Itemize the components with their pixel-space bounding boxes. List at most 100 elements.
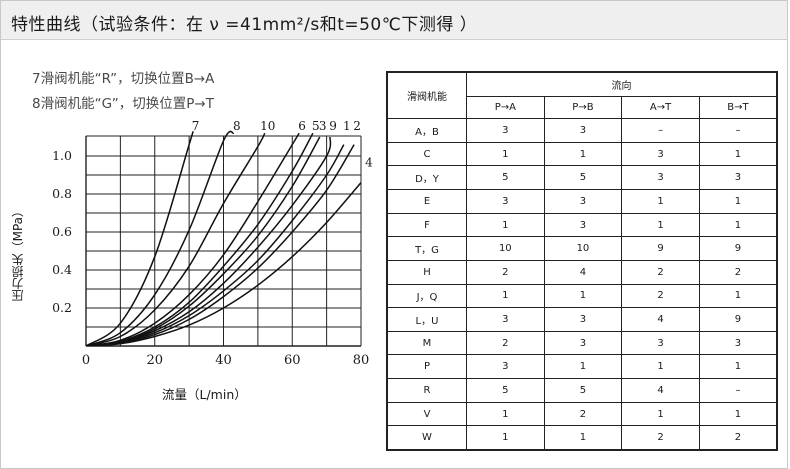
value-cell: 4 bbox=[543, 259, 623, 285]
value-cell: 9 bbox=[621, 236, 700, 261]
curve-label-9: 9 bbox=[329, 119, 337, 133]
y-tick-label: 0.4 bbox=[52, 262, 72, 277]
characteristic-chart: 0 20 40 60 80 0.2 0.4 0.6 0.8 1.0 7 8 10 6 5 3 9 1 2 4 bbox=[52, 119, 373, 368]
column-header-cell: B→T bbox=[698, 95, 778, 120]
x-tick-label: 20 bbox=[146, 353, 163, 368]
row-label-cell: M bbox=[386, 330, 467, 356]
curve-label-5: 5 bbox=[312, 119, 320, 133]
y-tick-label: 0.6 bbox=[52, 224, 72, 239]
curve-7 bbox=[86, 131, 194, 346]
curve-label-6: 6 bbox=[298, 119, 306, 133]
x-tick-label: 0 bbox=[82, 353, 90, 368]
x-tick-label: 60 bbox=[284, 353, 301, 368]
table-row: L，U 3 3 4 9 bbox=[386, 307, 778, 332]
row-header-cell: 滑阀机能 bbox=[386, 71, 467, 120]
table-row: T，G 10 10 9 9 bbox=[386, 236, 778, 261]
chart-tick-labels: 0 20 40 60 80 0.2 0.4 0.6 0.8 1.0 bbox=[52, 148, 369, 368]
value-cell: 10 bbox=[466, 236, 545, 261]
value-cell: 1 bbox=[466, 212, 545, 238]
table-row: J，Q 1 1 2 1 bbox=[386, 283, 778, 309]
value-cell: 2 bbox=[466, 259, 545, 285]
flow-direction-table: 滑阀机能 流向 P→A P→B A→T B→T A，B 3 3– – C 1 1 3 1 D，Y 5 5 3 3 E 3 3… bbox=[386, 71, 778, 451]
row-label-cell: J，Q bbox=[386, 283, 467, 309]
value-cell: 2 bbox=[621, 259, 700, 285]
row-label-cell: C bbox=[386, 141, 467, 167]
value-cell: 1 bbox=[698, 283, 778, 309]
column-header-row: P→A P→B A→T B→T bbox=[387, 95, 778, 120]
column-header-cell: P→B bbox=[543, 95, 623, 120]
x-axis-label: 流量（L/min） bbox=[162, 387, 247, 402]
row-label-cell: P bbox=[386, 354, 467, 380]
value-cell: 3 bbox=[543, 118, 623, 143]
value-cell: 2 bbox=[621, 283, 700, 309]
value-cell: 5 bbox=[466, 378, 545, 403]
curve-6 bbox=[86, 132, 300, 346]
value-cell: 3 bbox=[466, 307, 545, 332]
y-tick-label: 0.2 bbox=[52, 300, 72, 315]
value-cell: 1 bbox=[621, 354, 700, 380]
value-cell: 3 bbox=[543, 307, 623, 332]
row-label-cell: F bbox=[386, 212, 467, 238]
y-tick-label: 0.8 bbox=[52, 186, 72, 201]
value-cell: 3 bbox=[621, 165, 700, 191]
value-cell: 2 bbox=[466, 330, 545, 356]
value-cell: 2 bbox=[621, 425, 700, 451]
curve-label-7: 7 bbox=[192, 119, 200, 133]
row-label-cell: L，U bbox=[386, 307, 467, 332]
value-cell: 3 bbox=[621, 141, 700, 167]
curve-8 bbox=[86, 130, 235, 346]
curve-label-2: 2 bbox=[353, 119, 361, 133]
value-cell: 10 bbox=[543, 236, 623, 261]
value-cell: 2 bbox=[698, 259, 778, 285]
curve-4 bbox=[86, 182, 362, 346]
section-header: 特性曲线（试验条件：在 ν =41mm²/s和t=50℃下测得 ） bbox=[0, 0, 788, 40]
row-label-cell: R bbox=[386, 378, 467, 403]
value-cell: 1 bbox=[466, 425, 545, 451]
row-label-cell: W bbox=[386, 425, 467, 451]
table-row: A，B 3 3– – bbox=[386, 118, 778, 143]
curve-label-3: 3 bbox=[319, 119, 327, 133]
y-axis-label: 压力损失（MPa） bbox=[11, 205, 25, 302]
value-cell: 5 bbox=[543, 378, 623, 403]
value-cell: 3 bbox=[698, 330, 778, 356]
group-header-cell: 流向 bbox=[466, 71, 778, 97]
chart-curve-labels: 7 8 10 6 5 3 9 1 2 4 bbox=[192, 119, 373, 170]
curve-2 bbox=[86, 144, 355, 346]
value-cell: – bbox=[621, 118, 700, 143]
value-cell: 3 bbox=[621, 330, 700, 356]
value-cell: 3 bbox=[466, 118, 545, 143]
row-label-cell: T，G bbox=[386, 236, 467, 261]
section-title: 特性曲线（试验条件：在 ν =41mm²/s和t=50℃下测得 ） bbox=[11, 15, 478, 35]
value-cell: 1 bbox=[621, 212, 700, 238]
value-cell: 1 bbox=[543, 283, 623, 309]
value-cell: 3 bbox=[698, 165, 778, 191]
value-cell: 1 bbox=[698, 189, 778, 214]
y-tick-label: 1.0 bbox=[52, 148, 72, 163]
column-header-cell: A→T bbox=[621, 95, 700, 120]
x-tick-label: 40 bbox=[215, 353, 232, 368]
value-cell: 1 bbox=[621, 401, 700, 427]
note-line-1: 7滑阀机能“R”，切换位置B→A bbox=[32, 71, 215, 87]
row-label-cell: A，B bbox=[386, 118, 467, 143]
table-header-row: 滑阀机能 流向 bbox=[386, 71, 778, 120]
value-cell: 9 bbox=[698, 236, 778, 261]
x-tick-label: 80 bbox=[353, 353, 370, 368]
value-cell: 1 bbox=[698, 141, 778, 167]
value-cell: 4 bbox=[621, 378, 700, 403]
row-label-cell: E bbox=[386, 189, 467, 214]
row-label-cell: D，Y bbox=[386, 165, 467, 191]
value-cell: 3 bbox=[543, 189, 623, 214]
row-label-cell: V bbox=[386, 401, 467, 427]
value-cell: 1 bbox=[698, 212, 778, 238]
value-cell: – bbox=[698, 378, 778, 403]
value-cell: 1 bbox=[698, 354, 778, 380]
value-cell: 1 bbox=[698, 401, 778, 427]
row-label-cell: H bbox=[386, 259, 467, 285]
curve-label-1: 1 bbox=[343, 119, 351, 133]
